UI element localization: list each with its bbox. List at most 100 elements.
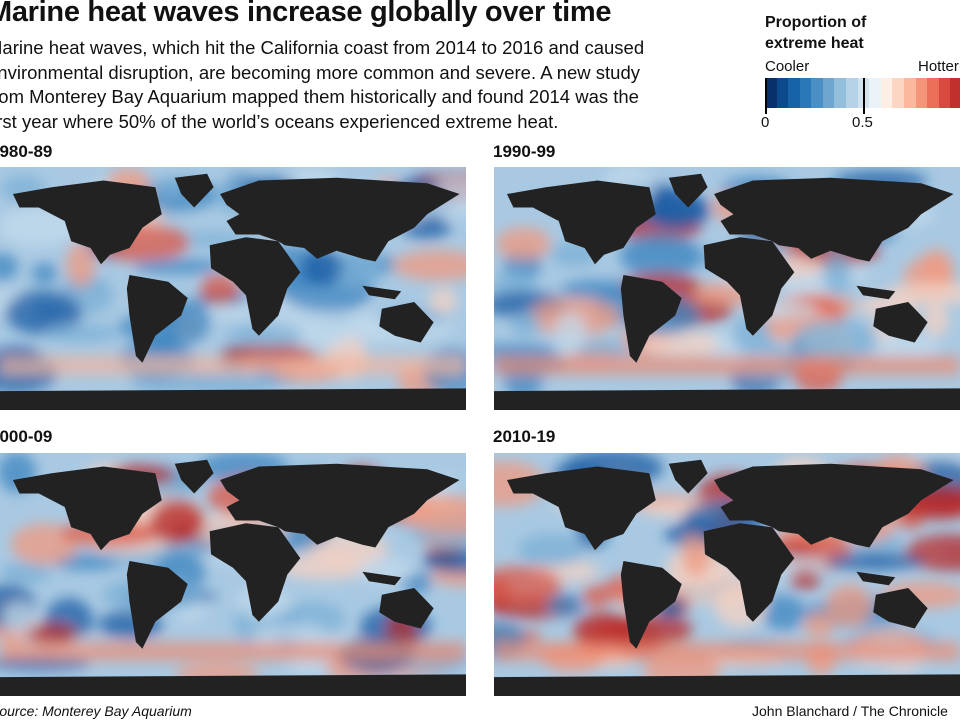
- heat-patch: [922, 303, 949, 337]
- landmass-eurasia: [220, 463, 460, 548]
- legend-title-line: extreme heat: [765, 35, 864, 52]
- landmass-south-america: [620, 275, 682, 363]
- landmass-north-america: [506, 180, 656, 265]
- cool-patch: [0, 561, 51, 585]
- landmass-antarctica: [0, 674, 466, 696]
- cool-patch: [826, 552, 925, 571]
- landmass-africa: [209, 237, 301, 336]
- legend-swatch: [788, 78, 800, 108]
- heat-patch: [803, 611, 834, 638]
- cool-patch: [619, 233, 702, 279]
- cool-patch: [31, 262, 58, 284]
- legend-swatch: [950, 78, 960, 108]
- credit: John Blanchard / The Chronicle: [752, 703, 948, 719]
- landmass-australia: [379, 302, 434, 343]
- heat-patch: [789, 569, 821, 590]
- cool-patch: [867, 334, 940, 357]
- landmass-maritime-asia: [856, 571, 896, 586]
- map-2000s: [0, 453, 466, 696]
- description-line: from Monterey Bay Aquarium mapped them h…: [0, 86, 639, 107]
- landmass-australia: [873, 588, 928, 629]
- cool-patch: [1, 601, 37, 633]
- legend-color-bar: [765, 78, 960, 108]
- description: Marine heat waves, which hit the Califor…: [0, 36, 747, 134]
- cool-patch: [226, 324, 304, 346]
- heat-patch: [277, 554, 374, 581]
- heat-patch: [494, 461, 547, 507]
- legend-swatch: [869, 78, 881, 108]
- landmass-south-america: [620, 561, 682, 649]
- landmass-north-america: [506, 466, 656, 551]
- heat-patch: [641, 330, 719, 356]
- cool-patch: [567, 341, 638, 357]
- landmass-antarctica: [494, 674, 960, 696]
- panel-label-1990s: 1990-99: [493, 142, 556, 161]
- legend-swatch: [846, 78, 858, 108]
- cool-patch: [133, 258, 223, 275]
- cool-patch: [792, 319, 879, 361]
- legend-title: Proportion of extreme heat: [765, 12, 866, 54]
- description-line: first year where 50% of the world’s ocea…: [0, 110, 559, 132]
- legend-tick-05: [863, 78, 865, 114]
- heat-patch: [883, 282, 960, 305]
- southern-ocean-band: [494, 642, 960, 661]
- map-1980s: [0, 167, 466, 410]
- heat-patch: [66, 241, 96, 288]
- legend-swatch: [811, 78, 823, 108]
- panel-label-1980s: 1980-89: [0, 142, 53, 161]
- landmass-greenland: [174, 173, 214, 208]
- heat-patch: [26, 622, 78, 646]
- world-map: [494, 453, 960, 696]
- legend-tick-0: [765, 78, 767, 114]
- legend-title-line: Proportion of: [765, 14, 867, 31]
- legend-cooler-label: Cooler: [765, 58, 810, 75]
- legend-hotter-label: Hotter: [918, 58, 959, 75]
- landmass-eurasia: [714, 177, 954, 262]
- landmass-greenland: [668, 173, 708, 208]
- landmass-north-america: [12, 466, 162, 551]
- cool-patch: [554, 313, 587, 355]
- page-title: Marine heat waves increase globally over…: [0, 0, 612, 28]
- cool-patch: [300, 248, 343, 286]
- world-map: [0, 453, 466, 696]
- landmass-greenland: [174, 459, 214, 494]
- landmass-africa: [703, 237, 795, 336]
- legend-swatch: [892, 78, 904, 108]
- heat-patch: [582, 584, 610, 609]
- landmass-australia: [379, 588, 434, 629]
- southern-ocean-band: [494, 356, 960, 375]
- heat-patch: [200, 273, 240, 305]
- landmass-eurasia: [714, 463, 954, 548]
- heat-patch: [920, 248, 953, 286]
- cool-patch: [422, 547, 466, 574]
- landmass-south-america: [126, 561, 188, 649]
- cool-patch: [823, 251, 851, 297]
- landmass-africa: [209, 523, 301, 622]
- legend-swatch: [799, 78, 812, 108]
- legend-tick-label-05: 0.5: [852, 114, 873, 131]
- landmass-antarctica: [494, 388, 960, 410]
- landmass-maritime-asia: [362, 285, 402, 300]
- cool-patch: [546, 593, 585, 617]
- legend-tick-label-0: 0: [761, 114, 770, 131]
- legend-swatch: [776, 78, 789, 108]
- heat-patch: [825, 584, 873, 628]
- cool-patch: [761, 594, 806, 631]
- heat-patch: [393, 250, 466, 281]
- legend-swatch: [903, 78, 916, 108]
- landmass-australia: [873, 302, 928, 343]
- world-map: [494, 167, 960, 410]
- legend-swatch: [765, 78, 777, 108]
- legend-swatch: [834, 78, 847, 108]
- heat-patch: [495, 227, 552, 261]
- cool-patch: [510, 311, 541, 337]
- legend-swatch: [880, 78, 893, 108]
- cool-patch: [288, 656, 333, 675]
- cool-patch: [0, 253, 19, 281]
- map-1990s: [494, 167, 960, 410]
- landmass-maritime-asia: [856, 285, 896, 300]
- description-line: environmental disruption, are becoming m…: [0, 61, 640, 83]
- heat-patch: [428, 288, 458, 314]
- landmass-north-america: [12, 180, 162, 265]
- cool-patch: [5, 290, 82, 336]
